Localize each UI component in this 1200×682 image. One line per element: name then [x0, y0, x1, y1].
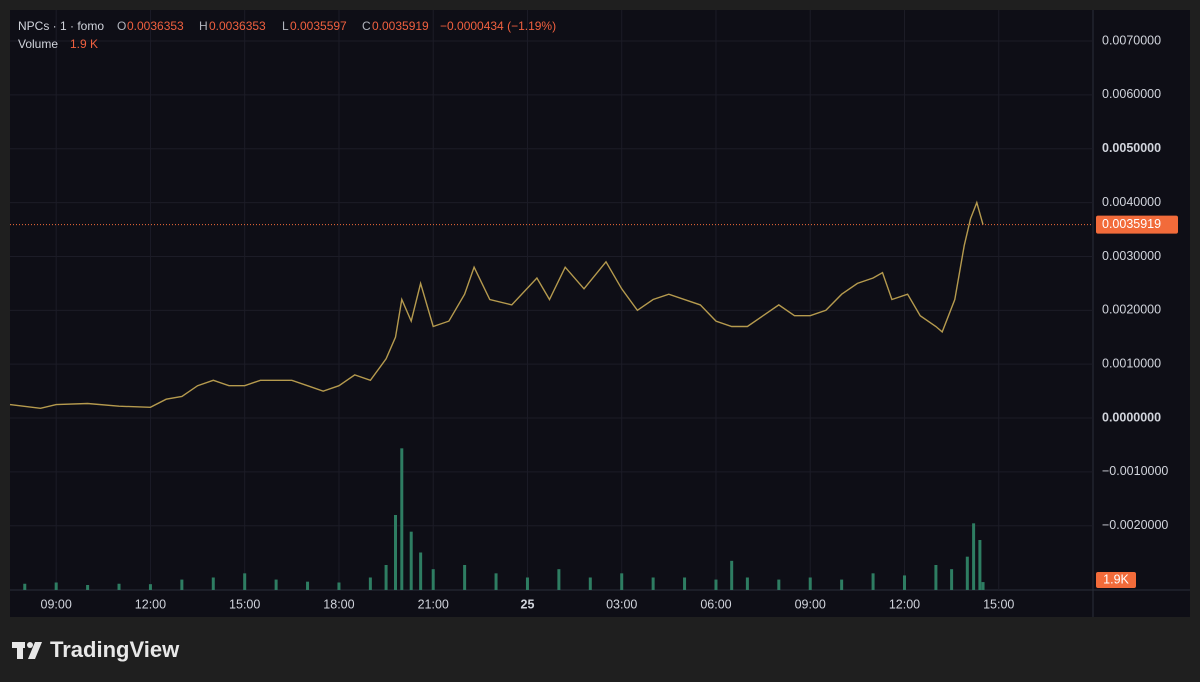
- high-value: 0.0036353: [209, 19, 266, 33]
- volume-bar: [337, 582, 341, 590]
- high-label: H: [199, 19, 208, 33]
- volume-bar: [86, 585, 90, 590]
- x-tick-label: 15:00: [983, 597, 1014, 611]
- low-value: 0.0035597: [290, 19, 347, 33]
- x-tick-label: 12:00: [135, 597, 166, 611]
- volume-bar: [981, 582, 985, 590]
- volume-bar: [934, 565, 938, 590]
- change-value: −0.0000434 (−1.19%): [440, 19, 556, 33]
- volume-badge-label: 1.9K: [1103, 572, 1129, 586]
- volume-bar: [714, 579, 718, 590]
- volume-bar: [368, 577, 372, 590]
- volume-bar: [54, 582, 58, 590]
- x-tick-label: 12:00: [889, 597, 920, 611]
- volume-bar: [180, 579, 184, 590]
- volume-bar: [117, 583, 121, 590]
- open-value: 0.0036353: [127, 19, 184, 33]
- volume-bar: [274, 579, 278, 590]
- last-price-badge: [1096, 215, 1178, 234]
- volume-bar: [651, 577, 655, 590]
- y-tick-label: 0.0030000: [1102, 249, 1161, 263]
- low-label: L: [282, 19, 289, 33]
- brand-logo: [12, 642, 42, 659]
- volume-bar: [394, 515, 398, 590]
- x-tick-label: 18:00: [323, 597, 354, 611]
- y-tick-label: −0.0020000: [1102, 518, 1168, 532]
- volume-value: 1.9 K: [70, 37, 98, 51]
- x-tick-label: 09:00: [795, 597, 826, 611]
- price-line: [9, 200, 984, 410]
- volume-bar: [306, 581, 310, 590]
- volume-bar: [494, 573, 498, 590]
- y-tick-label: 0.0050000: [1102, 141, 1161, 155]
- volume-bar: [23, 583, 27, 590]
- volume-bar: [525, 577, 529, 590]
- volume-bar: [620, 573, 624, 590]
- x-tick-label: 06:00: [700, 597, 731, 611]
- y-tick-label: 0.0070000: [1102, 33, 1161, 47]
- x-tick-label: 03:00: [606, 597, 637, 611]
- brand-name: TradingView: [50, 637, 180, 662]
- volume-bar: [965, 556, 969, 590]
- volume-bar: [588, 577, 592, 590]
- volume-bar: [745, 577, 749, 590]
- marks: [9, 200, 1093, 590]
- volume-badge: [1096, 572, 1136, 588]
- volume-bar: [683, 577, 687, 590]
- y-tick-label: −0.0010000: [1102, 464, 1168, 478]
- volume-bar: [730, 560, 734, 590]
- y-tick-label: 0.0020000: [1102, 303, 1161, 317]
- volume-bar: [463, 565, 467, 590]
- volume-bar: [419, 552, 423, 590]
- volume-bar: [777, 579, 781, 590]
- y-tick-label: 0.0040000: [1102, 195, 1161, 209]
- volume-bar: [972, 523, 976, 590]
- volume-bar: [211, 577, 215, 590]
- x-tick-label: 15:00: [229, 597, 260, 611]
- open-label: O: [117, 19, 126, 33]
- volume-bar: [384, 565, 388, 590]
- volume-bar: [557, 569, 561, 590]
- y-tick-label: 0.0010000: [1102, 356, 1161, 370]
- volume-bar: [840, 579, 844, 590]
- grid: [10, 10, 1093, 590]
- volume-bar: [950, 569, 954, 590]
- volume-label: Volume: [18, 37, 58, 51]
- volume-bar: [978, 540, 982, 590]
- y-tick-label: 0.0060000: [1102, 87, 1161, 101]
- x-tick-label: 25: [521, 597, 535, 611]
- x-tick-label: 09:00: [41, 597, 72, 611]
- symbol: NPCs · 1 · fomo: [18, 19, 104, 33]
- volume-bar: [902, 575, 906, 590]
- volume-bar: [431, 569, 435, 590]
- volume-bar: [148, 584, 152, 590]
- volume-bar: [409, 531, 413, 590]
- chart-panel: [10, 10, 1190, 617]
- last-price-label: 0.0035919: [1102, 217, 1161, 231]
- y-tick-label: 0.0000000: [1102, 410, 1161, 424]
- close-value: 0.0035919: [372, 19, 429, 33]
- volume-bar: [871, 573, 875, 590]
- volume-bar: [243, 573, 247, 590]
- close-label: C: [362, 19, 371, 33]
- labels: 0.0070000 0.0060000 0.0050000 0.0040000 0.00…: [41, 33, 1178, 611]
- volume-bar: [400, 448, 404, 590]
- x-tick-label: 21:00: [418, 597, 449, 611]
- volume-bar: [808, 577, 812, 590]
